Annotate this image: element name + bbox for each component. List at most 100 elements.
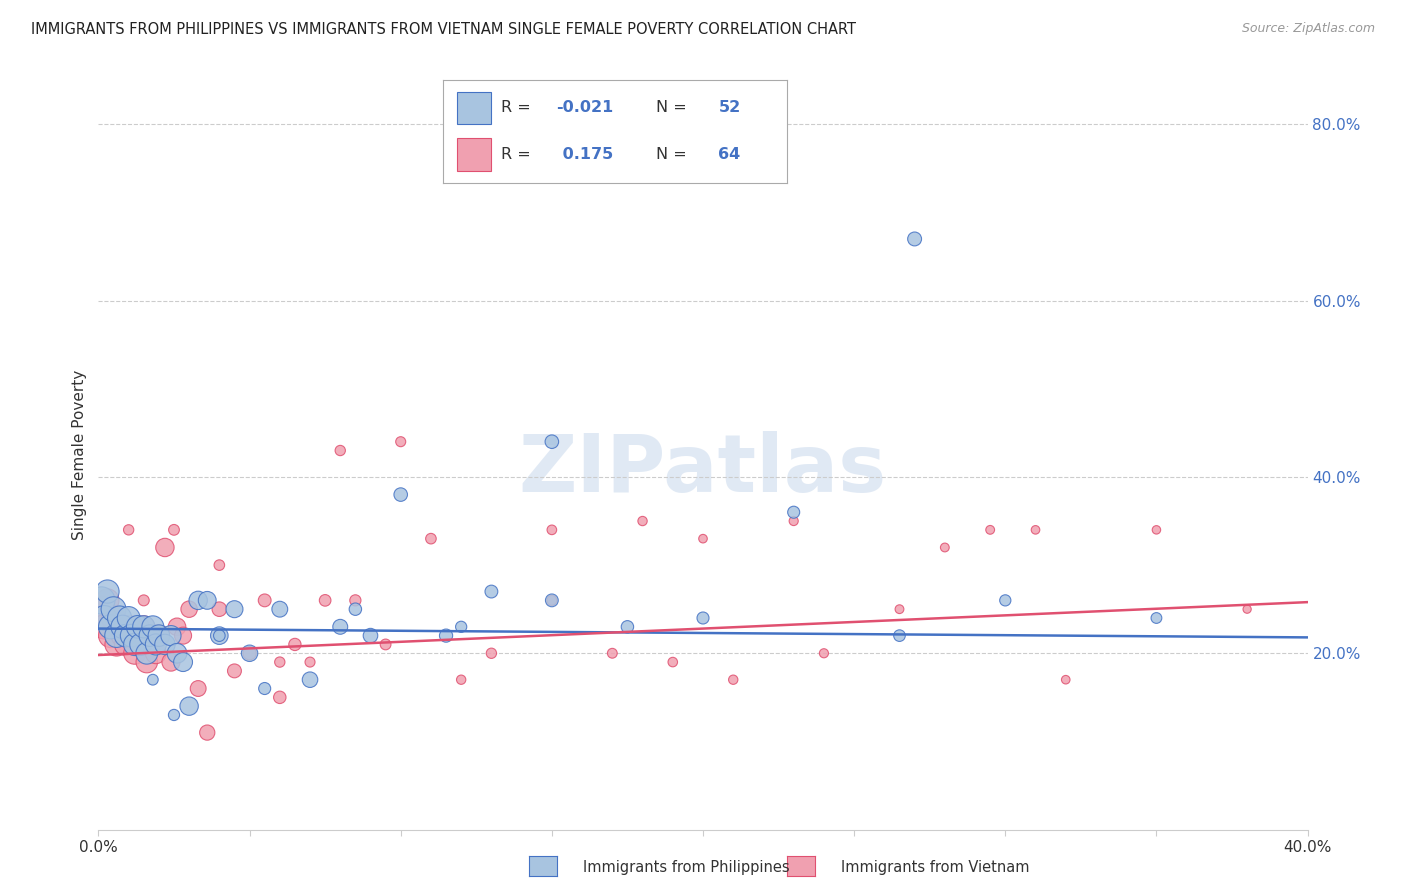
- Point: [208, 558, 231, 573]
- Point: [269, 602, 291, 616]
- Point: [1024, 523, 1046, 537]
- Point: [813, 646, 835, 660]
- Point: [118, 620, 141, 634]
- Text: 52: 52: [718, 101, 741, 115]
- Point: [127, 629, 149, 643]
- Point: [253, 681, 276, 696]
- Point: [148, 629, 170, 643]
- Text: N =: N =: [657, 101, 692, 115]
- Point: [139, 637, 162, 651]
- Point: [299, 673, 322, 687]
- Point: [1144, 611, 1167, 625]
- Point: [135, 655, 157, 669]
- Point: [540, 593, 562, 607]
- Point: [269, 655, 291, 669]
- Point: [142, 629, 165, 643]
- Point: [904, 232, 927, 246]
- Point: [111, 620, 134, 634]
- Point: [93, 611, 115, 625]
- Point: [692, 611, 714, 625]
- Point: [723, 673, 745, 687]
- Text: Immigrants from Vietnam: Immigrants from Vietnam: [841, 860, 1029, 874]
- Point: [540, 434, 562, 449]
- Point: [124, 637, 146, 651]
- Point: [208, 629, 231, 643]
- Point: [129, 637, 152, 651]
- Point: [105, 637, 128, 651]
- Point: [783, 505, 806, 519]
- Point: [118, 611, 141, 625]
- Text: R =: R =: [502, 146, 536, 161]
- Point: [100, 620, 122, 634]
- Point: [783, 514, 806, 528]
- Point: [420, 532, 443, 546]
- Point: [299, 655, 322, 669]
- Point: [160, 629, 183, 643]
- Point: [90, 593, 112, 607]
- Point: [631, 514, 654, 528]
- Point: [145, 646, 167, 660]
- Point: [179, 699, 201, 714]
- Point: [103, 611, 125, 625]
- Point: [129, 637, 152, 651]
- Point: [540, 523, 562, 537]
- Point: [344, 593, 367, 607]
- Point: [163, 708, 186, 723]
- Point: [163, 523, 186, 537]
- Point: [208, 602, 231, 616]
- Point: [1236, 602, 1258, 616]
- Point: [889, 629, 911, 643]
- Point: [540, 593, 562, 607]
- Text: Immigrants from Philippines: Immigrants from Philippines: [583, 860, 790, 874]
- Point: [127, 620, 149, 634]
- Point: [172, 655, 194, 669]
- Point: [889, 602, 911, 616]
- Point: [172, 629, 194, 643]
- Point: [166, 646, 188, 660]
- Text: 0.175: 0.175: [557, 146, 613, 161]
- Point: [602, 646, 624, 660]
- Y-axis label: Single Female Poverty: Single Female Poverty: [72, 370, 87, 540]
- Point: [994, 593, 1017, 607]
- Point: [93, 620, 115, 634]
- Point: [108, 611, 131, 625]
- Point: [142, 673, 165, 687]
- Point: [1144, 523, 1167, 537]
- Point: [132, 620, 155, 634]
- Point: [979, 523, 1001, 537]
- Point: [208, 629, 231, 643]
- Point: [187, 681, 209, 696]
- Point: [124, 646, 146, 660]
- Text: ZIPatlas: ZIPatlas: [519, 431, 887, 509]
- Point: [1054, 673, 1077, 687]
- Point: [135, 646, 157, 660]
- Point: [224, 602, 246, 616]
- Point: [179, 602, 201, 616]
- Point: [100, 629, 122, 643]
- Point: [139, 629, 162, 643]
- Bar: [457, 92, 491, 124]
- Point: [90, 602, 112, 616]
- Point: [389, 487, 412, 501]
- Point: [145, 637, 167, 651]
- Point: [96, 593, 118, 607]
- Point: [616, 620, 638, 634]
- Bar: [457, 137, 491, 170]
- Point: [103, 602, 125, 616]
- Point: [103, 611, 125, 625]
- Point: [934, 541, 956, 555]
- Text: N =: N =: [657, 146, 692, 161]
- Point: [132, 620, 155, 634]
- Point: [160, 655, 183, 669]
- Point: [108, 620, 131, 634]
- Point: [692, 532, 714, 546]
- Point: [389, 434, 412, 449]
- Point: [434, 629, 457, 643]
- Point: [374, 637, 396, 651]
- Point: [481, 646, 503, 660]
- Point: [187, 593, 209, 607]
- Point: [121, 629, 143, 643]
- Point: [314, 593, 336, 607]
- Point: [329, 443, 352, 458]
- Point: [105, 629, 128, 643]
